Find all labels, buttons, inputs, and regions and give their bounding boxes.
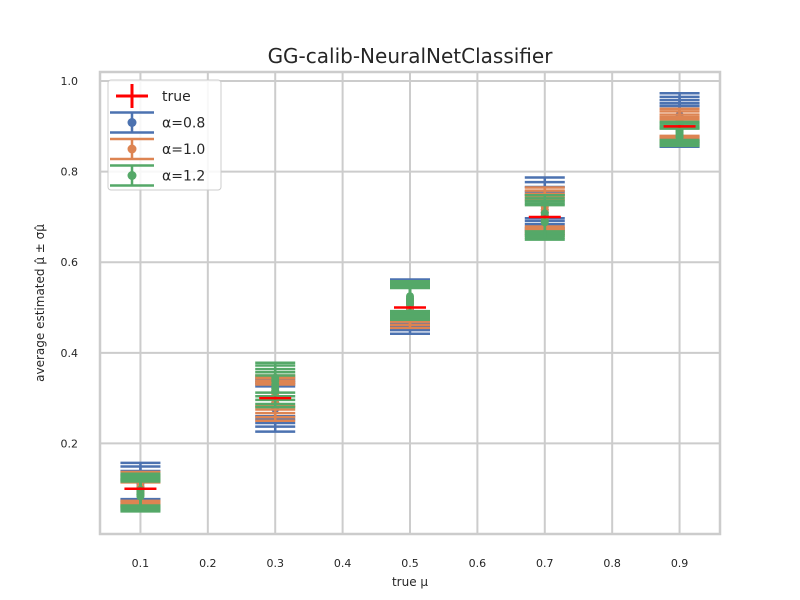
x-tick-label: 0.8: [603, 557, 621, 570]
series-2-point: [406, 292, 414, 301]
y-tick-label: 0.8: [61, 166, 79, 179]
legend-box: [107, 79, 222, 191]
legend: true α=0.8 α=1.0 α=1.2: [107, 79, 222, 191]
legend-item: α=0.8: [110, 111, 205, 134]
legend-label: α=1.2: [162, 169, 205, 185]
x-tick-label: 0.6: [469, 557, 487, 570]
series-layer: [120, 92, 700, 513]
x-tick-label: 0.9: [671, 557, 689, 570]
plot-frame: [98, 70, 722, 536]
legend-swatch-point: [127, 118, 137, 127]
x-tick-label: 0.2: [199, 557, 217, 570]
y-tick-label: 0.6: [61, 256, 79, 269]
series-2-point: [136, 492, 145, 501]
legend-item: α=1.2: [110, 164, 205, 187]
x-tick-label: 0.1: [132, 557, 150, 570]
y-axis-label: average estimated μ̂ ± σμ̂: [33, 224, 47, 382]
x-axis-label: true μ: [392, 575, 428, 589]
series-true: [124, 124, 696, 491]
y-tick-label: 0.2: [61, 437, 79, 450]
series-2-point: [675, 133, 684, 142]
chart-title: GG-calib-NeuralNetClassifier: [268, 44, 554, 68]
legend-label: α=0.8: [162, 116, 205, 132]
legend-label: α=1.0: [162, 142, 205, 158]
series-2-point: [540, 218, 549, 227]
legend-item: true: [116, 84, 191, 108]
legend-swatch-point: [127, 171, 137, 180]
x-tick-label: 0.5: [401, 557, 419, 570]
y-tick-label: 1.0: [61, 75, 79, 88]
x-tick-labels: 0.1 0.2 0.3 0.4 0.5 0.6 0.7 0.8 0.9: [132, 557, 689, 570]
y-tick-labels: 0.2 0.4 0.6 0.8 1.0: [61, 75, 79, 450]
y-tick-label: 0.4: [61, 347, 79, 360]
legend-swatch-point: [127, 144, 137, 154]
x-tick-label: 0.4: [334, 557, 352, 570]
x-tick-label: 0.7: [536, 557, 554, 570]
legend-label: true: [162, 89, 191, 105]
legend-item: α=1.0: [110, 137, 205, 161]
series-2-point: [271, 373, 280, 382]
x-tick-label: 0.3: [266, 557, 284, 570]
